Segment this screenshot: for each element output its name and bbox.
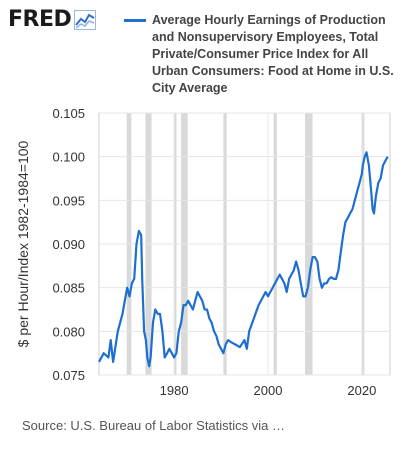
series-layer — [98, 151, 389, 368]
chart-legend: Average Hourly Earnings of Production an… — [124, 12, 406, 97]
fred-logo-text: FRED — [8, 7, 72, 32]
source-note: Source: U.S. Bureau of Labor Statistics … — [22, 418, 286, 433]
x-tick-label: 2020 — [347, 383, 376, 398]
x-axis-ticks: 1980 2000 2020 — [160, 383, 377, 398]
series-line — [98, 151, 389, 368]
grid-lines — [99, 112, 390, 376]
legend-swatch — [124, 19, 146, 22]
y-tick-label: 0.095 — [52, 193, 85, 208]
y-tick-label: 0.105 — [52, 106, 85, 121]
line-chart: 0.075 0.080 0.085 0.090 0.095 0.100 0.105 1980… — [15, 106, 391, 398]
y-tick-label: 0.075 — [52, 368, 85, 383]
y-axis-label: $ per Hour/Index 1982-1984=100 — [15, 140, 31, 347]
x-tick-label: 2000 — [254, 383, 283, 398]
legend-label: Average Hourly Earnings of Production an… — [152, 13, 394, 95]
line-chart-icon — [74, 10, 97, 30]
y-tick-label: 0.085 — [52, 281, 85, 296]
y-axis-ticks: 0.075 0.080 0.085 0.090 0.095 0.100 0.105 — [52, 106, 85, 383]
y-tick-label: 0.090 — [52, 237, 85, 252]
x-tick-label: 1980 — [160, 383, 189, 398]
y-tick-label: 0.080 — [52, 324, 85, 339]
fred-logo[interactable]: FRED — [8, 6, 97, 34]
y-tick-label: 0.100 — [52, 150, 85, 165]
